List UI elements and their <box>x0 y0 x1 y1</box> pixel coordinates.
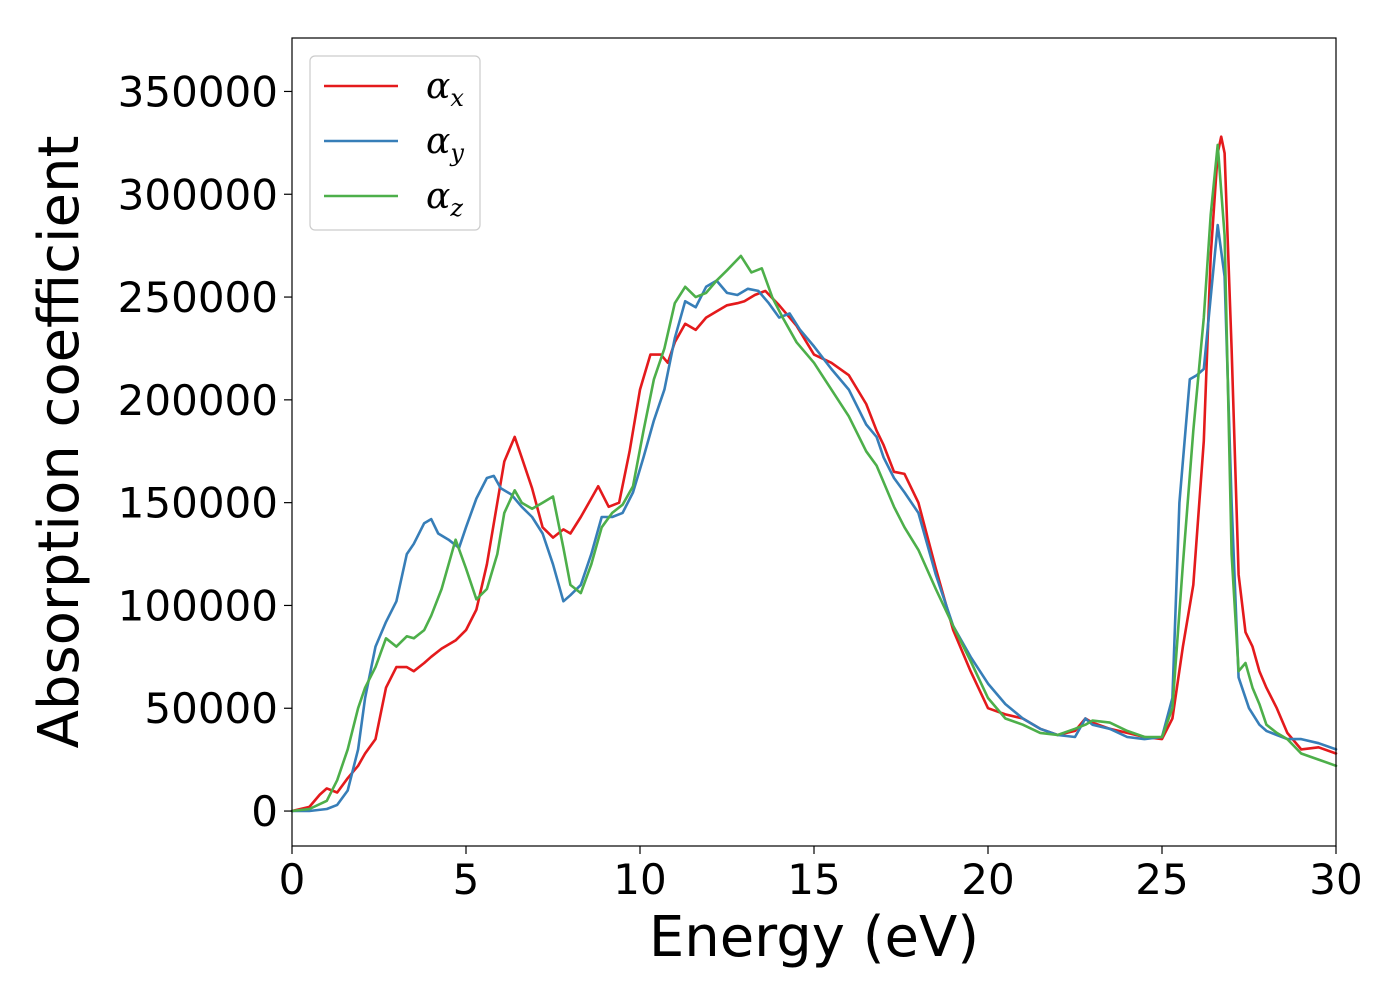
y-axis-label: Absorption coefficient <box>27 136 92 749</box>
series-lines <box>290 135 1338 813</box>
x-axis-label: Energy (eV) <box>649 905 979 970</box>
plot-area <box>290 37 1338 847</box>
legend-label-z: αz <box>426 176 463 222</box>
x-tick-label: 0 <box>279 855 306 904</box>
y-tick-label: 150000 <box>118 479 278 528</box>
y-tick-label: 50000 <box>144 684 278 733</box>
x-tick-label: 25 <box>1135 855 1188 904</box>
legend: αx αy αz <box>309 55 481 231</box>
legend-label-y: αy <box>426 121 464 167</box>
x-tick-label: 5 <box>453 855 480 904</box>
x-tick-label: 10 <box>613 855 666 904</box>
y-tick-label: 100000 <box>118 581 278 630</box>
y-tick-label: 300000 <box>118 170 278 219</box>
x-tick-label: 30 <box>1309 855 1362 904</box>
x-tick-label: 15 <box>787 855 840 904</box>
x-axis: 0 5 10 15 20 25 30 <box>279 846 1363 904</box>
y-tick-label: 0 <box>251 787 278 836</box>
series-line-z <box>290 143 1338 813</box>
x-tick-label: 20 <box>961 855 1014 904</box>
y-tick-label: 350000 <box>118 67 278 116</box>
y-axis: 0 50000 100000 150000 200000 250000 300000 3500… <box>118 67 292 836</box>
series-line-y <box>290 223 1338 813</box>
legend-label-x: αx <box>426 66 464 112</box>
y-tick-label: 200000 <box>118 376 278 425</box>
y-tick-label: 250000 <box>118 273 278 322</box>
legend-box <box>309 55 481 231</box>
series-line-x <box>290 135 1338 813</box>
